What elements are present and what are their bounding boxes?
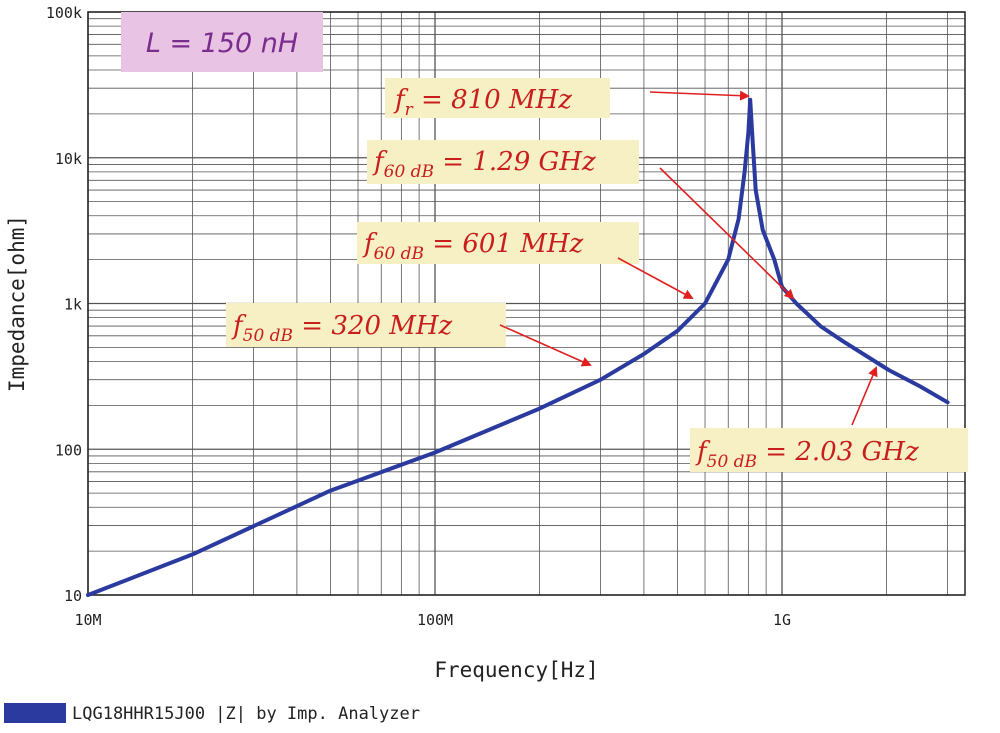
annotation-arrow — [851, 366, 878, 426]
y-tick-label: 100 — [55, 441, 82, 459]
annotation-box — [690, 428, 968, 472]
annotation-label: f60 dB = 601 MHz — [362, 229, 584, 264]
annotation-box — [385, 78, 610, 118]
annotation-box — [357, 222, 639, 264]
annotation-label: fr = 810 MHz — [393, 85, 572, 120]
legend-swatch — [4, 703, 66, 723]
annotation-label: f50 dB = 320 MHz — [231, 311, 453, 346]
inductor-label-box — [121, 12, 323, 72]
series-layer — [86, 97, 950, 597]
annotation-box — [367, 140, 639, 184]
inductor-value-label: L = 150 nH — [121, 12, 323, 72]
y-axis-title: Impedance[ohm] — [5, 215, 29, 392]
annotation-arrow — [649, 90, 750, 101]
annotation-arrow — [659, 167, 795, 300]
annotation-arrow — [617, 257, 694, 299]
legend: LQG18HHR15J00 |Z| by Imp. Analyzer — [4, 703, 420, 724]
x-tick-label: 1G — [773, 611, 791, 629]
series-line — [86, 97, 950, 597]
x-tick-label: 100M — [417, 611, 453, 629]
annotation-label: f50 dB = 2.03 GHz — [695, 437, 919, 472]
plot-area — [87, 11, 966, 596]
y-tick-label: 10k — [55, 150, 82, 168]
y-tick-label: 100k — [46, 4, 82, 22]
legend-label: LQG18HHR15J00 |Z| by Imp. Analyzer — [72, 704, 420, 724]
x-tick-label: 10M — [74, 611, 101, 629]
x-axis-title: Frequency[Hz] — [434, 658, 598, 682]
y-tick-label: 10 — [64, 587, 82, 605]
axis-ticks: 10M 100M 1G 10 100 1k 10k 100k — [46, 4, 791, 629]
inductor-label-text: L = 150 nH — [146, 28, 298, 59]
annotation-box — [226, 303, 506, 347]
y-tick-label: 1k — [64, 296, 82, 314]
annotation-arrow — [499, 324, 592, 367]
